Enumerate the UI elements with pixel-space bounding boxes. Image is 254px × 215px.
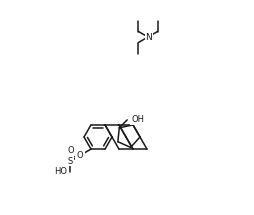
Text: S: S [68,157,73,166]
Text: N: N [146,32,152,41]
Text: O: O [77,150,84,160]
Text: O: O [76,151,83,160]
Text: OH: OH [131,115,144,124]
Text: HO: HO [54,167,67,176]
Text: O: O [67,146,74,155]
